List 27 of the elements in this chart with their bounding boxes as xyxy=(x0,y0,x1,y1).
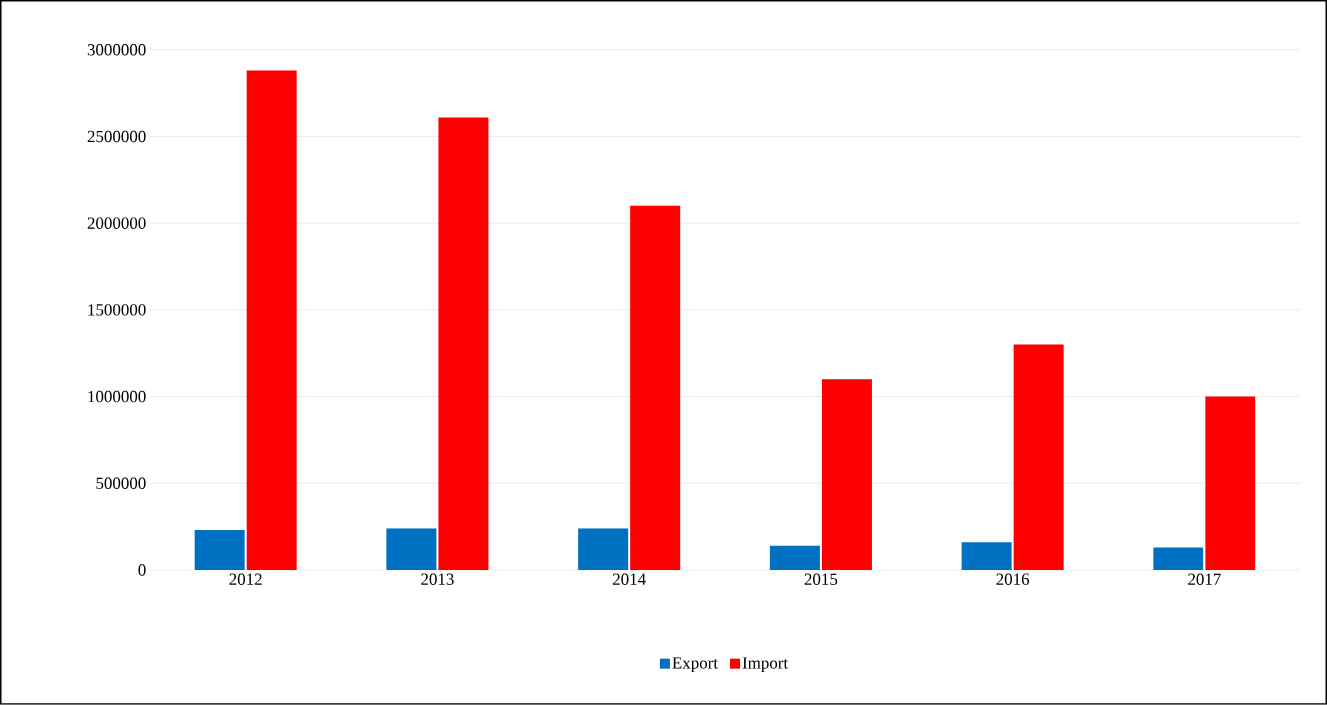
bar xyxy=(1013,344,1064,571)
x-tick-label: 2012 xyxy=(229,573,262,586)
y-tick-label: 0 xyxy=(138,564,146,576)
bar xyxy=(1153,547,1204,571)
x-tick-label: 2016 xyxy=(996,573,1030,586)
y-tick-label: 1500000 xyxy=(88,304,146,316)
legend-label: Import xyxy=(742,657,789,673)
bar xyxy=(821,379,872,571)
y-tick-label: 2000000 xyxy=(87,217,146,229)
bar xyxy=(194,530,245,571)
y-tick-label: 500000 xyxy=(96,477,146,490)
legend-label: Export xyxy=(672,657,718,673)
x-tick-label: 2017 xyxy=(1188,573,1221,586)
bar xyxy=(769,545,820,571)
y-tick-label: 2500000 xyxy=(87,130,146,143)
y-tick-label: 1000000 xyxy=(88,390,146,403)
bar xyxy=(630,205,681,571)
bar xyxy=(246,70,297,571)
x-tick-label: 2014 xyxy=(612,573,646,586)
bar xyxy=(578,528,629,571)
y-tick-label: 3000000 xyxy=(87,44,146,56)
bar xyxy=(961,542,1012,571)
bar xyxy=(386,528,437,571)
bar xyxy=(438,117,489,571)
bar xyxy=(1205,396,1256,571)
x-tick-label: 2013 xyxy=(421,573,454,586)
x-tick-label: 2015 xyxy=(804,573,838,586)
